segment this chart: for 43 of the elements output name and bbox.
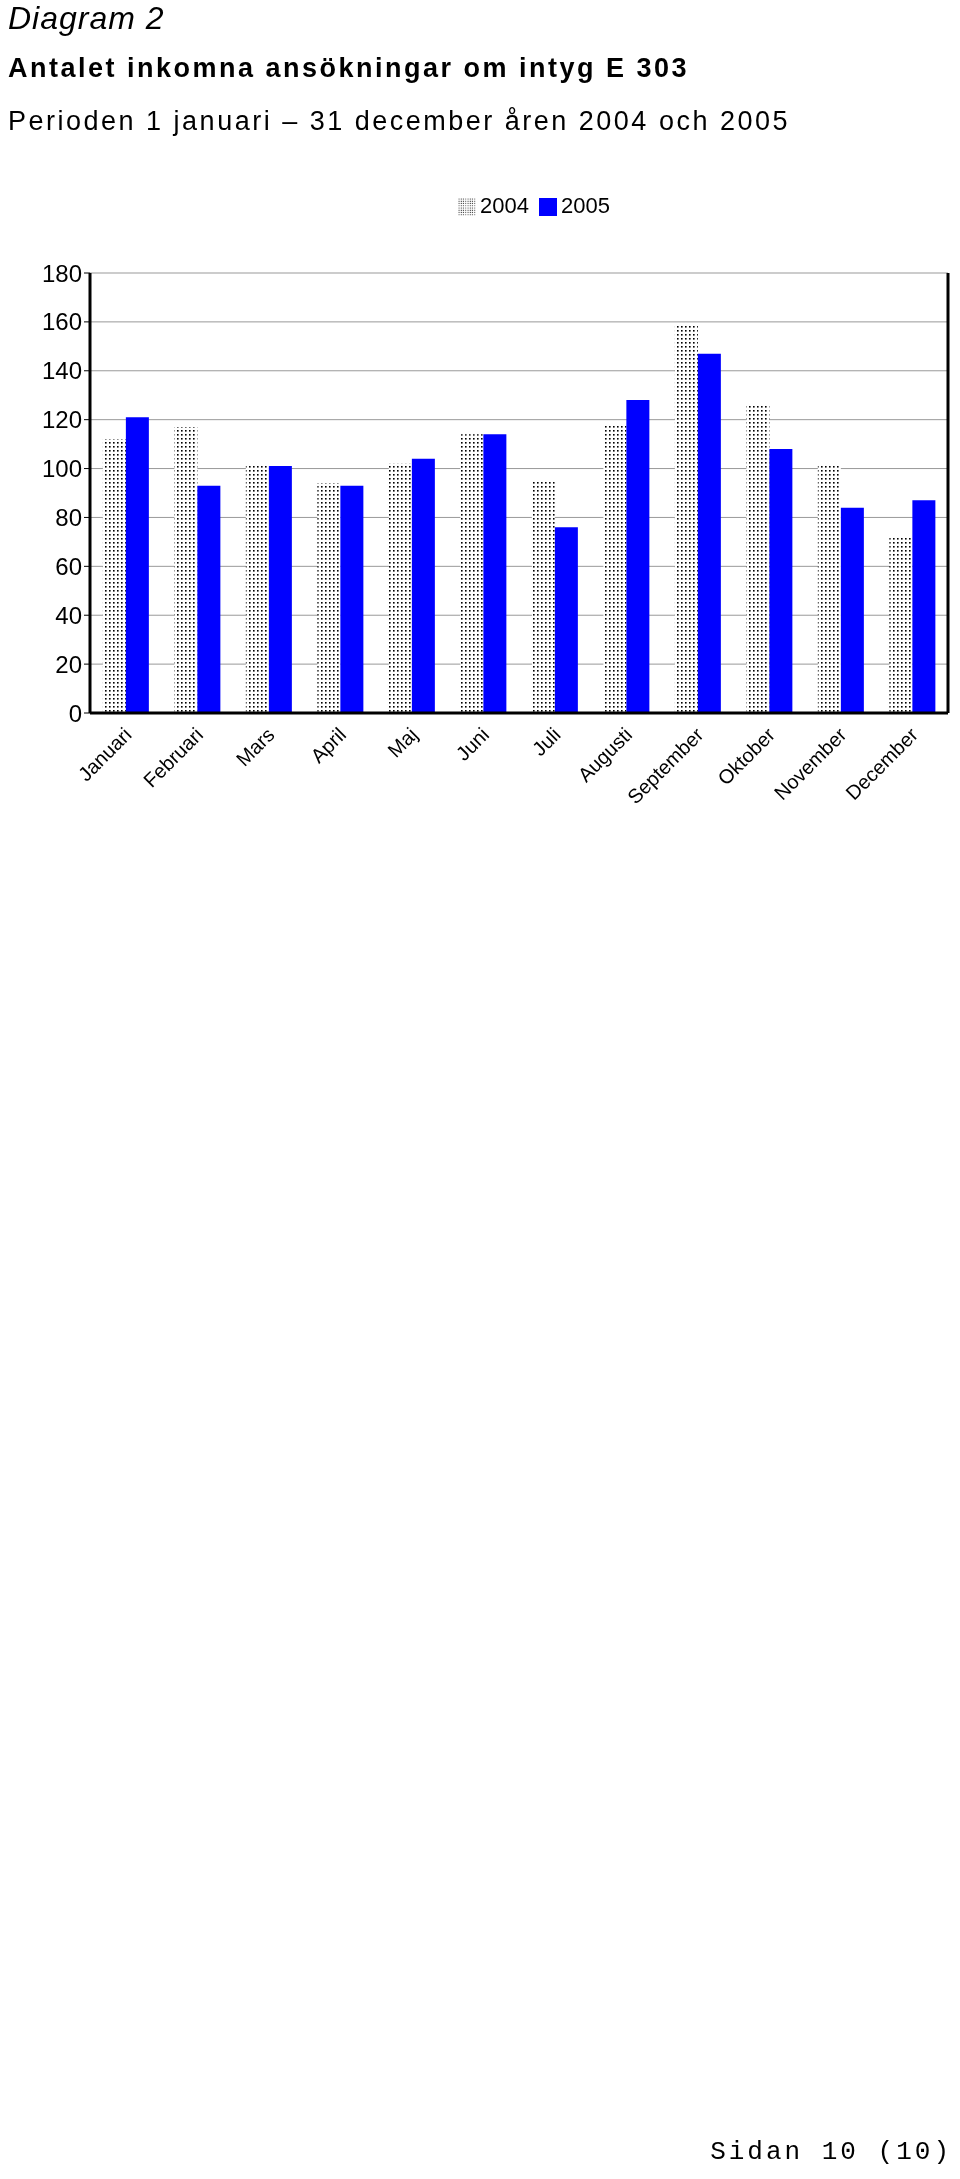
bar xyxy=(268,466,292,713)
x-tick-label: Maj xyxy=(383,723,422,762)
chart-title: Antalet inkomna ansökningar om intyg E 303 xyxy=(8,53,690,84)
bar xyxy=(340,485,364,713)
bar xyxy=(317,483,341,713)
bar xyxy=(626,400,650,713)
text: Sidan 10 (10) xyxy=(710,2137,952,2167)
bar xyxy=(245,466,269,713)
bar xyxy=(769,449,793,713)
bar xyxy=(912,500,936,713)
bar xyxy=(554,527,578,713)
bar xyxy=(460,434,484,713)
bar xyxy=(840,507,864,713)
bar xyxy=(603,424,627,713)
y-tick-label: 80 xyxy=(55,503,82,531)
chart-subtitle: Perioden 1 januari – 31 december åren 2004 och 2005 xyxy=(8,106,790,137)
legend-label: 2005 xyxy=(561,193,610,218)
text: Diagram 2 xyxy=(8,0,165,37)
y-tick-label: 180 xyxy=(41,259,82,287)
y-tick-label: 40 xyxy=(55,601,82,629)
y-tick-label: 160 xyxy=(41,308,82,336)
bar xyxy=(697,353,721,713)
legend-label: 2004 xyxy=(480,193,529,218)
x-tick-label: Juni xyxy=(451,723,494,765)
y-tick-label: 60 xyxy=(55,552,82,580)
bar xyxy=(483,434,507,713)
y-tick-label: 120 xyxy=(41,406,82,434)
bar xyxy=(531,480,555,713)
bar xyxy=(388,463,412,713)
bar xyxy=(102,439,126,713)
bar xyxy=(411,458,435,713)
bar xyxy=(674,324,698,713)
y-tick-label: 20 xyxy=(55,650,82,678)
bar xyxy=(125,417,149,713)
y-tick-label: 140 xyxy=(41,357,82,385)
y-tick-label: 100 xyxy=(41,455,82,483)
bar xyxy=(746,405,770,713)
bar xyxy=(197,485,221,713)
bar xyxy=(174,427,198,713)
y-tick-label: 0 xyxy=(68,699,82,727)
bar xyxy=(817,466,841,713)
bar xyxy=(889,537,913,713)
x-tick-label: Juli xyxy=(527,723,565,761)
